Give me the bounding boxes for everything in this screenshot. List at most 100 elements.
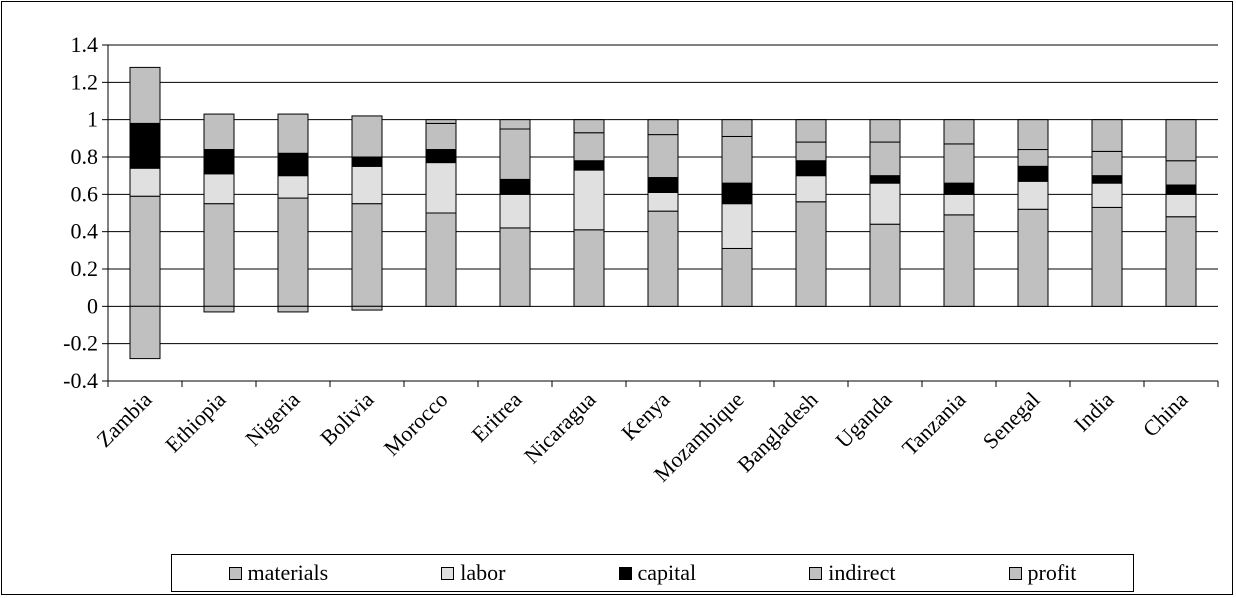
bar-segment-indirect-eritrea [499,128,531,180]
bar-segment-materials-zambia [129,195,161,307]
bar-segment-labor-eritrea [499,193,531,229]
bar-segment-indirect-uganda [869,141,901,177]
x-tick-label: Zambia [91,387,156,452]
bar-segment-materials-bangladesh [795,201,827,307]
x-tick-label: Eritrea [467,387,527,447]
bar-segment-profit-nigeria [277,305,309,313]
bar-segment-materials-eritrea [499,227,531,307]
bar-segment-indirect-china [1165,160,1197,186]
bar-segment-materials-uganda [869,223,901,307]
bar-segment-labor-india [1091,182,1123,208]
y-tick-label: 0.2 [71,256,99,281]
bar-segment-profit-tanzania [943,119,975,145]
bar-segment-capital-tanzania [943,182,975,195]
bar-segment-capital-bangladesh [795,160,827,177]
bar-segment-capital-bolivia [351,156,383,167]
bar-segment-labor-kenya [647,191,679,212]
legend-swatch-materials [228,566,242,580]
bar-segment-profit-uganda [869,119,901,143]
bar-segment-capital-india [1091,175,1123,184]
y-tick-label: 1.4 [71,32,99,57]
y-tick-label: 0.6 [71,181,99,206]
bar-segment-profit-eritrea [499,119,531,130]
bar-segment-capital-mozambique [721,182,753,205]
x-tick-label: Uganda [830,387,896,453]
x-tick-label: Morocco [379,387,453,461]
bar-segment-labor-bangladesh [795,175,827,203]
legend-label: capital [637,560,697,585]
x-tick-label: India [1069,387,1119,437]
y-tick-label: -0.4 [63,368,98,393]
x-tick-label: Senegal [978,387,1045,454]
bar-segment-labor-morocco [425,162,457,214]
bar-segment-labor-tanzania [943,193,975,216]
bar-segment-profit-morocco [425,119,457,124]
bar-segment-labor-nicaragua [573,169,605,231]
bar-segment-capital-zambia [129,122,161,169]
bar-segment-capital-ethiopia [203,149,235,175]
bar-segment-materials-morocco [425,212,457,307]
bar-segment-materials-nigeria [277,197,309,307]
legend-label: indirect [828,560,896,585]
bar-segment-capital-china [1165,184,1197,195]
bar-segment-materials-kenya [647,210,679,307]
bar-segment-indirect-bangladesh [795,141,827,162]
bar-segment-capital-eritrea [499,178,531,195]
legend-swatch-indirect [809,566,823,580]
bar-segment-materials-senegal [1017,208,1049,307]
legend-swatch-labor [441,566,455,580]
bar-segment-profit-bangladesh [795,119,827,143]
legend-item-profit: profit [1008,560,1077,586]
bar-segment-materials-china [1165,216,1197,307]
axes [102,44,1219,387]
bar-segment-capital-uganda [869,175,901,184]
x-tick-label: Nicaragua [519,387,601,469]
bar-segment-labor-senegal [1017,180,1049,210]
bar-segment-profit-kenya [647,119,679,136]
bar-segment-profit-mozambique [721,119,753,137]
bar-segment-capital-kenya [647,177,679,193]
bar-segment-indirect-senegal [1017,149,1049,167]
bar-segment-materials-tanzania [943,214,975,307]
bar-segment-indirect-zambia [129,66,161,124]
bar-segment-labor-uganda [869,182,901,225]
bar-segment-capital-nigeria [277,152,309,177]
bar-segment-profit-ethiopia [203,305,235,313]
bar-segment-materials-india [1091,206,1123,307]
legend-swatch-profit [1008,566,1022,580]
bar-segment-materials-ethiopia [203,203,235,307]
bar-segment-profit-zambia [129,305,161,360]
legend-swatch-capital [618,566,632,580]
bar-segment-profit-bolivia [351,305,383,311]
y-tick-label: 0.8 [71,144,99,169]
bar-segment-materials-bolivia [351,203,383,307]
x-tick-label: China [1138,387,1193,442]
legend-item-indirect: indirect [809,560,895,586]
bar-segment-indirect-mozambique [721,135,753,184]
bar-segment-profit-senegal [1017,119,1049,151]
bar-segment-profit-china [1165,119,1197,162]
legend-label: labor [460,560,506,585]
bar-segment-indirect-nigeria [277,113,309,154]
x-tick-label: Tanzania [897,387,971,461]
bar-segment-profit-india [1091,119,1123,152]
x-tick-label: Nigeria [240,387,304,451]
bar-segment-materials-nicaragua [573,229,605,307]
x-tick-label: Bolivia [315,387,379,451]
bar-segment-indirect-india [1091,150,1123,177]
legend-label: profit [1027,560,1077,585]
bar-segment-indirect-tanzania [943,143,975,184]
bar-segment-profit-nicaragua [573,119,605,134]
bar-segment-capital-morocco [425,149,457,164]
x-tick-label: Bangladesh [732,387,822,477]
bar-segment-labor-bolivia [351,165,383,205]
legend-item-materials: materials [228,560,328,586]
y-tick-labels: -0.4 -0.2 0 0.2 0.4 0.6 0.8 1 1.2 1.4 [63,32,98,393]
y-tick-label: 1 [87,107,98,132]
y-tick-label: 0 [87,293,98,318]
bars [129,66,1197,360]
bar-segment-indirect-morocco [425,122,457,151]
y-tick-label: 1.2 [71,69,99,94]
bar-segment-labor-mozambique [721,203,753,249]
